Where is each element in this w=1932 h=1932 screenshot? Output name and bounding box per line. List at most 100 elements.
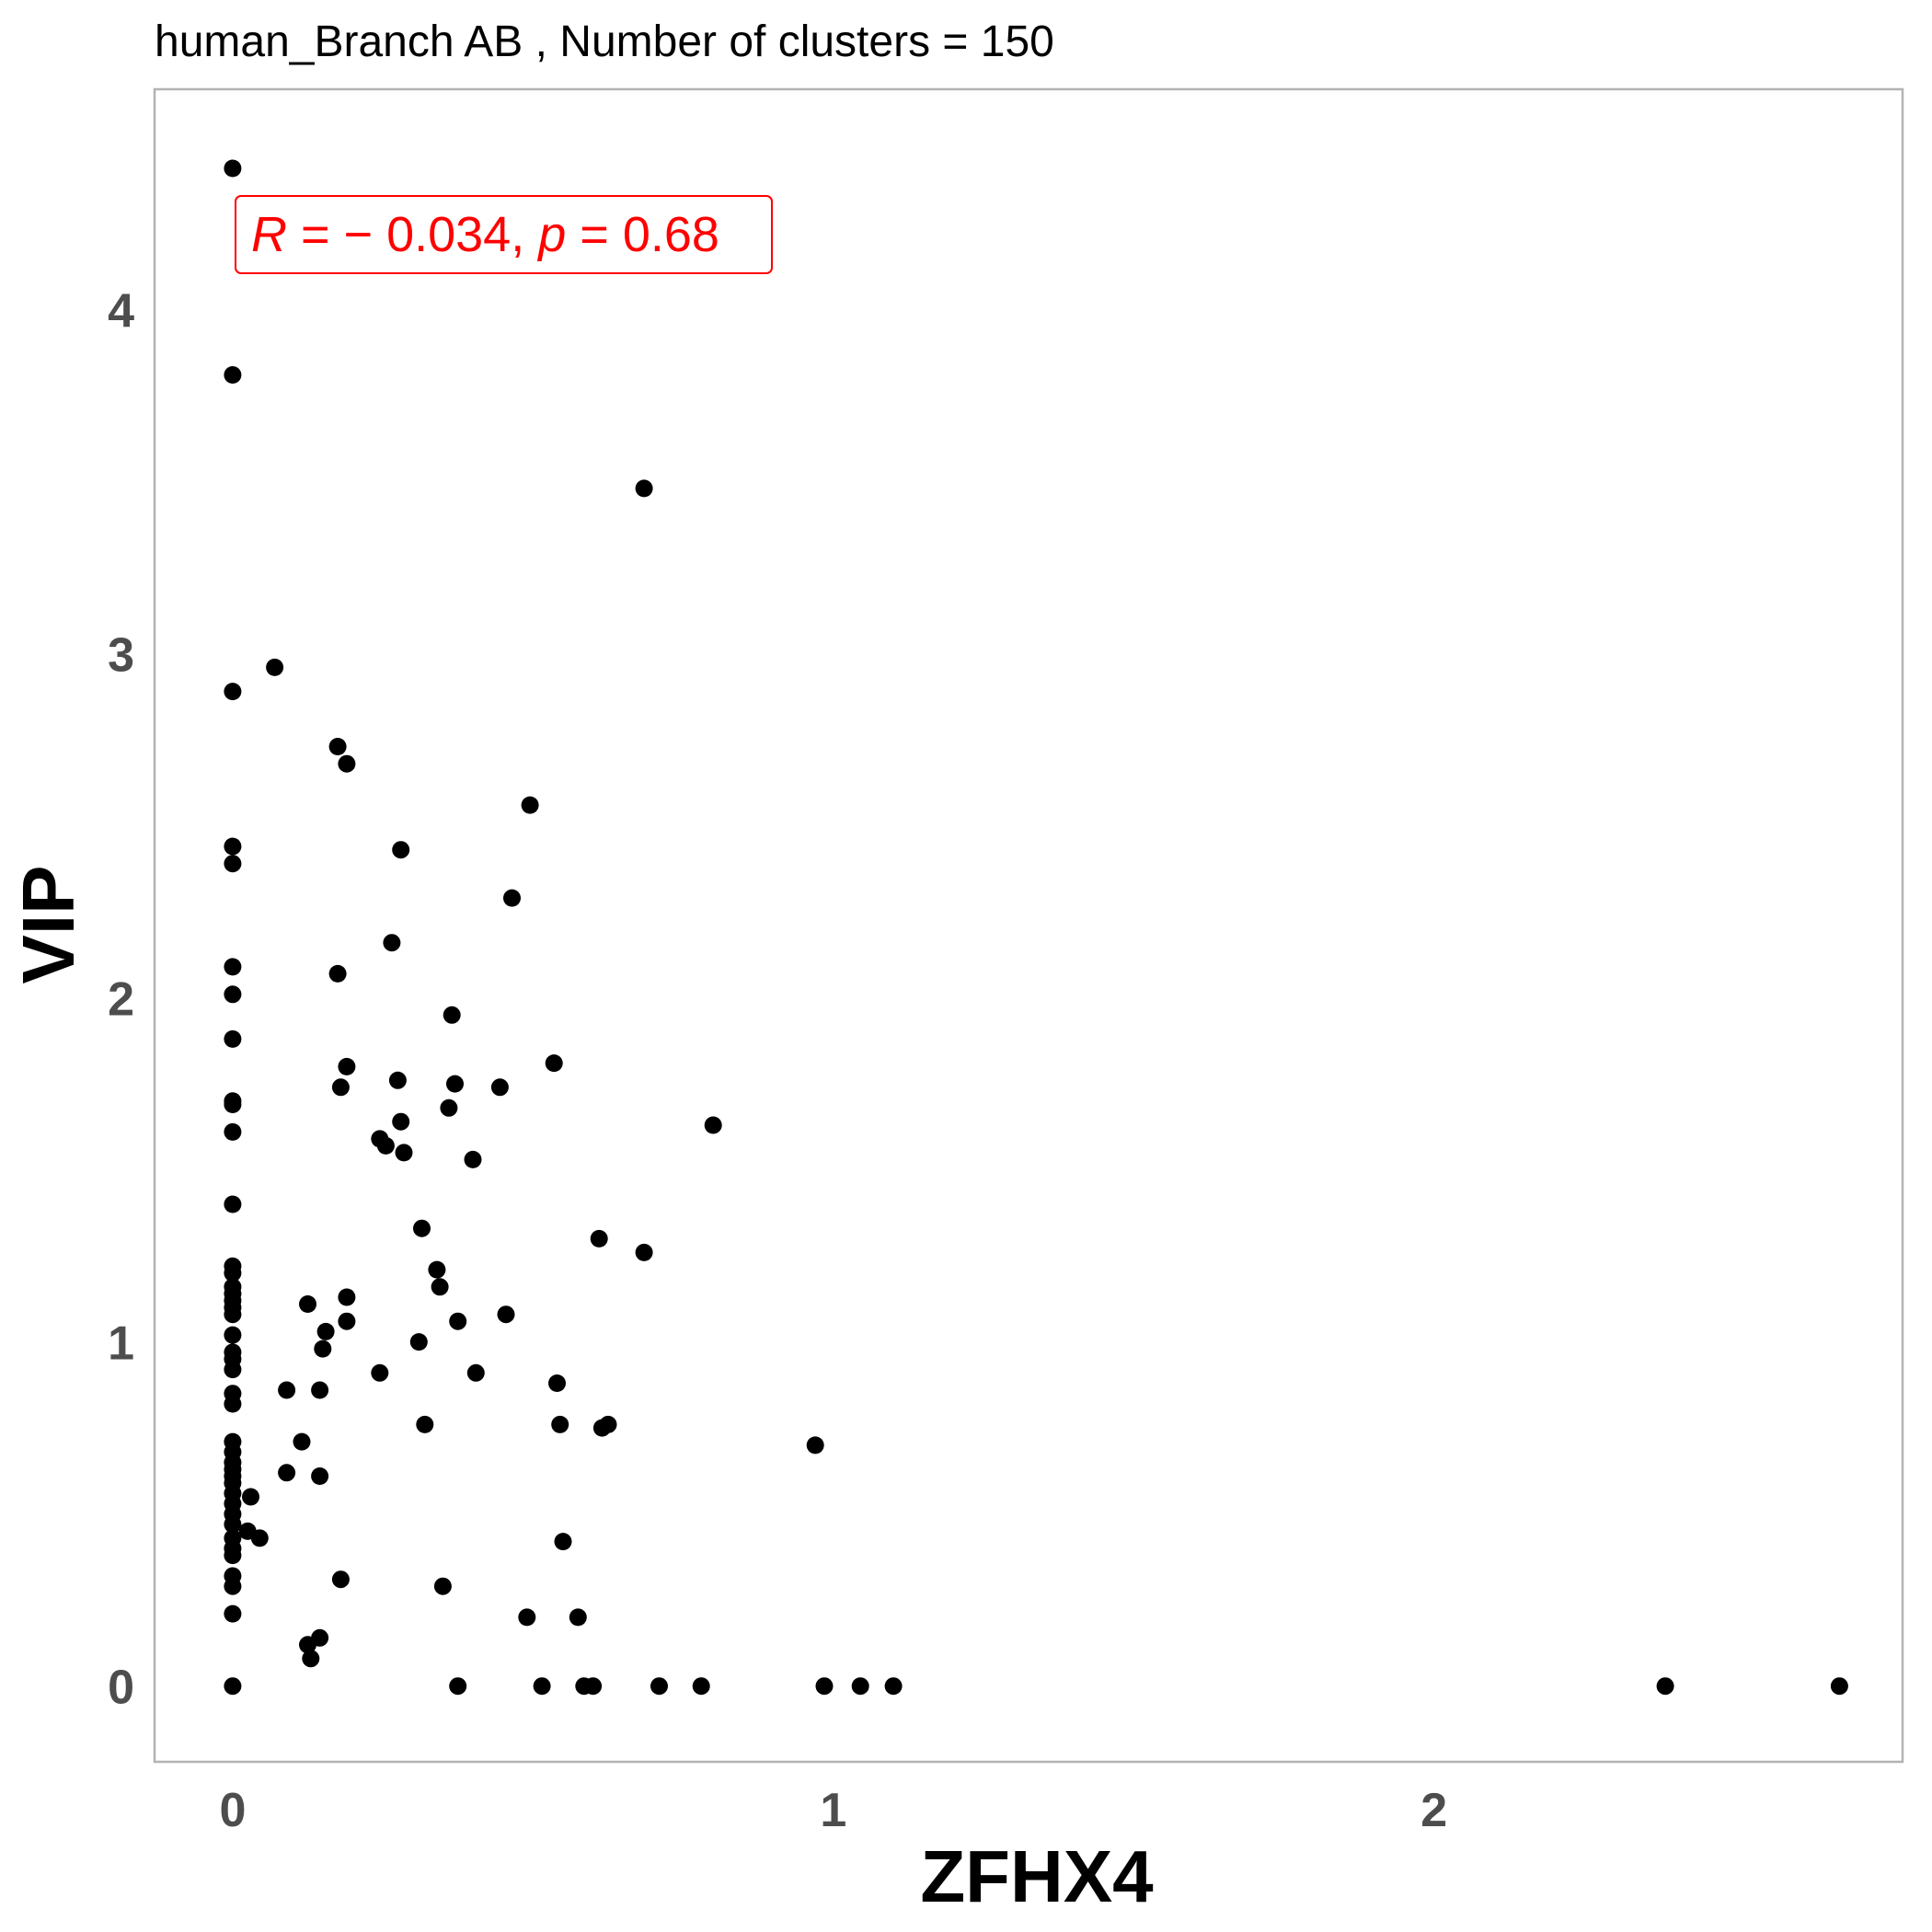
- data-point: [311, 1467, 329, 1485]
- data-point: [328, 738, 347, 755]
- data-point: [409, 1333, 428, 1351]
- y-tick-label: 0: [108, 1662, 134, 1715]
- data-point: [518, 1608, 536, 1627]
- r-value: − 0.034: [344, 207, 512, 262]
- annotation-separator: ,: [511, 207, 538, 262]
- data-point: [497, 1305, 515, 1324]
- data-point: [431, 1278, 449, 1296]
- data-point: [224, 1122, 242, 1141]
- data-point: [590, 1229, 608, 1248]
- annotation-text: R = − 0.034, p = 0.68: [251, 207, 719, 262]
- plot-panel: [153, 87, 1904, 1764]
- data-point: [466, 1363, 485, 1382]
- data-point: [440, 1098, 458, 1117]
- data-point: [806, 1436, 824, 1455]
- y-tick-label: 4: [108, 284, 134, 338]
- data-point: [224, 366, 242, 384]
- data-point: [224, 1096, 242, 1113]
- data-point: [416, 1415, 434, 1433]
- p-symbol: p: [536, 207, 566, 262]
- data-point: [884, 1677, 903, 1696]
- data-point: [388, 1071, 407, 1089]
- data-point: [1830, 1677, 1848, 1696]
- data-point: [428, 1260, 446, 1279]
- data-point: [533, 1677, 551, 1696]
- data-point: [521, 796, 539, 814]
- data-point: [224, 1326, 242, 1344]
- y-axis-title: VIP: [7, 866, 89, 984]
- data-point: [371, 1363, 389, 1382]
- y-axis-ticks: 0 1 2 3 4: [108, 284, 134, 1714]
- data-point: [704, 1116, 722, 1134]
- data-point: [224, 159, 242, 178]
- data-point: [464, 1150, 482, 1168]
- data-point: [449, 1677, 467, 1696]
- x-axis-ticks: 0 1 2: [219, 1784, 1447, 1837]
- data-point: [599, 1415, 617, 1433]
- data-point: [224, 1577, 242, 1595]
- x-tick-label: 2: [1420, 1784, 1447, 1837]
- data-point: [376, 1136, 395, 1155]
- data-point: [650, 1677, 668, 1696]
- data-point: [316, 1322, 335, 1340]
- data-point: [224, 1395, 242, 1413]
- x-axis-title: ZFHX4: [920, 1835, 1154, 1917]
- data-points: [224, 159, 1848, 1696]
- data-point: [266, 658, 284, 676]
- data-point: [545, 1054, 563, 1073]
- data-point: [224, 958, 242, 976]
- data-point: [551, 1415, 569, 1433]
- data-point: [224, 855, 242, 873]
- data-point: [392, 1112, 410, 1131]
- data-point: [548, 1374, 566, 1392]
- data-point: [413, 1219, 431, 1237]
- data-point: [224, 1677, 242, 1696]
- data-point: [250, 1529, 269, 1547]
- data-point: [433, 1577, 452, 1595]
- x-tick-label: 0: [219, 1784, 246, 1837]
- data-point: [331, 1570, 350, 1589]
- p-equals: =: [566, 207, 623, 262]
- data-point: [242, 1488, 259, 1506]
- data-point: [293, 1432, 311, 1451]
- data-point: [302, 1650, 320, 1668]
- data-point: [1656, 1677, 1674, 1696]
- p-value: 0.68: [623, 207, 719, 262]
- data-point: [278, 1464, 296, 1482]
- data-point: [338, 754, 356, 773]
- data-point: [224, 1361, 242, 1379]
- data-point: [224, 985, 242, 1004]
- chart-title: human_Branch AB , Number of clusters = 1…: [155, 17, 1054, 66]
- data-point: [490, 1078, 509, 1097]
- data-point: [328, 964, 347, 983]
- data-point: [392, 841, 410, 859]
- data-point: [815, 1677, 834, 1696]
- data-point: [224, 1515, 242, 1534]
- data-point: [311, 1628, 329, 1647]
- data-point: [338, 1288, 356, 1306]
- data-point: [224, 1029, 242, 1048]
- data-point: [224, 1264, 242, 1282]
- data-point: [569, 1608, 587, 1627]
- data-point: [692, 1677, 710, 1696]
- y-tick-label: 2: [108, 973, 134, 1027]
- data-point: [449, 1312, 467, 1330]
- data-point: [224, 1195, 242, 1213]
- data-point: [278, 1381, 296, 1399]
- data-point: [338, 1057, 356, 1075]
- x-tick-label: 1: [820, 1784, 846, 1837]
- data-point: [224, 683, 242, 701]
- data-point: [395, 1144, 413, 1162]
- data-point: [224, 1604, 242, 1623]
- data-point: [443, 1006, 461, 1024]
- data-point: [338, 1312, 356, 1330]
- data-point: [299, 1295, 316, 1313]
- r-symbol: R: [251, 207, 287, 262]
- y-tick-label: 1: [108, 1317, 134, 1371]
- data-point: [331, 1078, 350, 1097]
- correlation-annotation: R = − 0.034, p = 0.68: [235, 195, 773, 274]
- data-point: [503, 889, 521, 907]
- data-point: [224, 1305, 242, 1324]
- data-point: [224, 837, 242, 856]
